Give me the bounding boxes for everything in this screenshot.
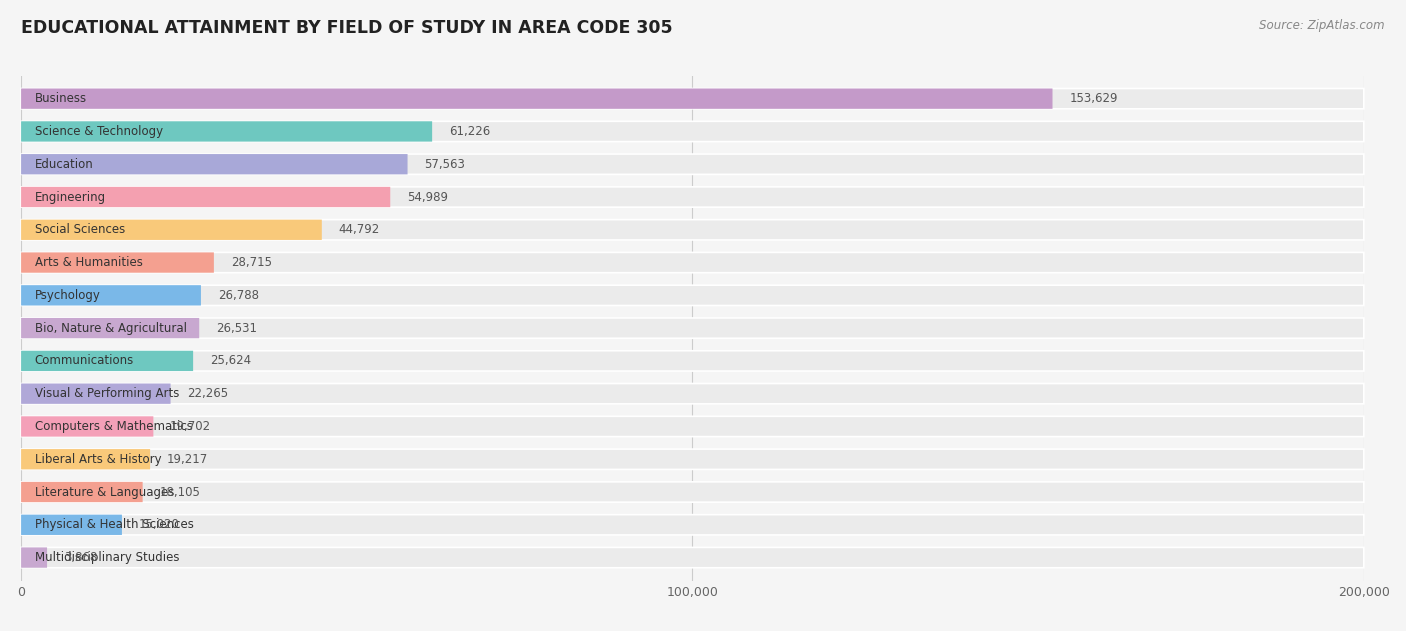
- FancyBboxPatch shape: [21, 351, 193, 371]
- FancyBboxPatch shape: [21, 351, 1364, 371]
- Text: 28,715: 28,715: [231, 256, 271, 269]
- FancyBboxPatch shape: [21, 121, 432, 141]
- FancyBboxPatch shape: [21, 548, 1364, 568]
- Text: Multidisciplinary Studies: Multidisciplinary Studies: [35, 551, 179, 564]
- Text: Visual & Performing Arts: Visual & Performing Arts: [35, 387, 179, 400]
- Text: Source: ZipAtlas.com: Source: ZipAtlas.com: [1260, 19, 1385, 32]
- FancyBboxPatch shape: [21, 154, 1364, 174]
- Text: 19,217: 19,217: [167, 452, 208, 466]
- Text: 19,702: 19,702: [170, 420, 211, 433]
- FancyBboxPatch shape: [21, 449, 1364, 469]
- Text: Science & Technology: Science & Technology: [35, 125, 163, 138]
- Text: Business: Business: [35, 92, 87, 105]
- Text: Physical & Health Sciences: Physical & Health Sciences: [35, 518, 194, 531]
- Text: 22,265: 22,265: [187, 387, 229, 400]
- FancyBboxPatch shape: [21, 285, 1364, 305]
- Text: 61,226: 61,226: [449, 125, 491, 138]
- FancyBboxPatch shape: [21, 416, 153, 437]
- Text: 26,788: 26,788: [218, 289, 259, 302]
- Text: 57,563: 57,563: [425, 158, 465, 171]
- FancyBboxPatch shape: [21, 88, 1053, 109]
- FancyBboxPatch shape: [21, 154, 408, 174]
- Text: 15,020: 15,020: [139, 518, 180, 531]
- FancyBboxPatch shape: [21, 548, 46, 568]
- Text: 26,531: 26,531: [217, 322, 257, 334]
- FancyBboxPatch shape: [21, 252, 214, 273]
- Text: 18,105: 18,105: [159, 485, 200, 498]
- Text: 44,792: 44,792: [339, 223, 380, 236]
- FancyBboxPatch shape: [21, 384, 170, 404]
- Text: Social Sciences: Social Sciences: [35, 223, 125, 236]
- Text: Bio, Nature & Agricultural: Bio, Nature & Agricultural: [35, 322, 187, 334]
- FancyBboxPatch shape: [21, 515, 122, 535]
- FancyBboxPatch shape: [21, 482, 1364, 502]
- Text: Literature & Languages: Literature & Languages: [35, 485, 174, 498]
- FancyBboxPatch shape: [21, 515, 1364, 535]
- FancyBboxPatch shape: [21, 220, 322, 240]
- FancyBboxPatch shape: [21, 187, 391, 207]
- Text: Engineering: Engineering: [35, 191, 105, 204]
- FancyBboxPatch shape: [21, 187, 1364, 207]
- FancyBboxPatch shape: [21, 318, 200, 338]
- FancyBboxPatch shape: [21, 220, 1364, 240]
- FancyBboxPatch shape: [21, 384, 1364, 404]
- FancyBboxPatch shape: [21, 121, 1364, 141]
- FancyBboxPatch shape: [21, 449, 150, 469]
- Text: EDUCATIONAL ATTAINMENT BY FIELD OF STUDY IN AREA CODE 305: EDUCATIONAL ATTAINMENT BY FIELD OF STUDY…: [21, 19, 672, 37]
- Text: Psychology: Psychology: [35, 289, 100, 302]
- Text: Education: Education: [35, 158, 93, 171]
- Text: Liberal Arts & History: Liberal Arts & History: [35, 452, 162, 466]
- FancyBboxPatch shape: [21, 482, 142, 502]
- Text: Computers & Mathematics: Computers & Mathematics: [35, 420, 193, 433]
- FancyBboxPatch shape: [21, 318, 1364, 338]
- Text: 153,629: 153,629: [1070, 92, 1118, 105]
- FancyBboxPatch shape: [21, 252, 1364, 273]
- Text: Communications: Communications: [35, 355, 134, 367]
- Text: 3,868: 3,868: [63, 551, 97, 564]
- Text: Arts & Humanities: Arts & Humanities: [35, 256, 142, 269]
- Text: 25,624: 25,624: [209, 355, 252, 367]
- FancyBboxPatch shape: [21, 285, 201, 305]
- FancyBboxPatch shape: [21, 416, 1364, 437]
- FancyBboxPatch shape: [21, 88, 1364, 109]
- Text: 54,989: 54,989: [408, 191, 449, 204]
